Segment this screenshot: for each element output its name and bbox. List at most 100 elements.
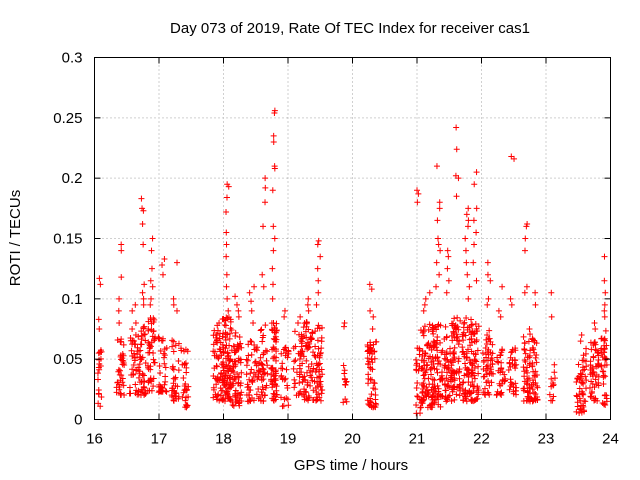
data-point bbox=[310, 365, 317, 372]
data-point bbox=[303, 319, 310, 326]
data-point bbox=[184, 402, 191, 409]
data-point bbox=[159, 262, 166, 269]
data-point bbox=[342, 396, 349, 403]
data-point bbox=[257, 368, 264, 375]
data-point bbox=[484, 259, 491, 266]
data-point bbox=[513, 361, 520, 368]
data-point bbox=[95, 376, 102, 383]
data-point bbox=[529, 386, 536, 393]
data-point bbox=[304, 301, 311, 308]
data-point bbox=[577, 338, 584, 345]
data-point bbox=[417, 404, 424, 411]
data-point bbox=[151, 359, 158, 366]
data-point bbox=[270, 281, 277, 288]
data-point bbox=[420, 397, 427, 404]
data-point bbox=[425, 326, 432, 333]
data-point bbox=[461, 319, 468, 326]
data-point bbox=[298, 348, 305, 355]
data-point bbox=[270, 247, 277, 254]
data-point bbox=[420, 372, 427, 379]
data-point bbox=[433, 283, 440, 290]
data-point bbox=[161, 381, 168, 388]
data-point bbox=[308, 361, 315, 367]
data-point bbox=[599, 354, 606, 361]
data-point bbox=[220, 348, 227, 355]
x-tick-label: 18 bbox=[215, 431, 232, 448]
data-point bbox=[587, 358, 594, 365]
data-point bbox=[243, 362, 250, 369]
data-point bbox=[434, 217, 441, 224]
data-point bbox=[133, 387, 140, 394]
data-point bbox=[129, 307, 136, 314]
data-point bbox=[499, 346, 506, 353]
data-point bbox=[175, 358, 182, 365]
data-point bbox=[416, 347, 423, 354]
data-point bbox=[226, 395, 233, 402]
data-point bbox=[270, 320, 277, 327]
y-axis-label: ROTI / TECUs bbox=[7, 190, 24, 286]
data-point bbox=[588, 390, 595, 397]
data-point bbox=[579, 390, 586, 397]
data-point bbox=[220, 361, 227, 368]
data-point bbox=[271, 336, 278, 343]
data-point bbox=[424, 342, 431, 349]
data-point bbox=[431, 387, 438, 394]
data-point bbox=[260, 351, 267, 358]
data-point bbox=[588, 378, 595, 385]
data-point bbox=[419, 398, 426, 405]
data-point bbox=[161, 256, 168, 263]
data-point bbox=[430, 330, 437, 337]
data-point bbox=[420, 307, 427, 314]
data-point bbox=[259, 362, 266, 369]
data-point bbox=[456, 375, 463, 382]
data-point bbox=[459, 344, 466, 351]
data-point bbox=[456, 366, 463, 373]
data-point bbox=[159, 271, 166, 278]
data-point bbox=[162, 364, 169, 371]
data-point bbox=[183, 401, 190, 408]
data-point bbox=[434, 333, 441, 340]
data-point bbox=[181, 348, 188, 355]
data-point bbox=[97, 281, 104, 288]
data-point bbox=[578, 379, 585, 386]
data-point bbox=[437, 322, 444, 329]
data-point bbox=[532, 396, 539, 403]
y-tick-labels: 0 0.05 0.1 0.15 0.2 0.25 0.3 bbox=[53, 50, 82, 429]
data-point bbox=[602, 289, 609, 296]
data-point bbox=[443, 375, 450, 382]
data-point bbox=[140, 207, 147, 214]
data-point bbox=[230, 369, 237, 376]
data-point bbox=[456, 392, 463, 399]
data-point bbox=[511, 362, 518, 369]
data-point bbox=[373, 338, 380, 345]
data-point bbox=[420, 380, 427, 387]
data-point bbox=[471, 181, 478, 188]
x-tick-labels: 16 17 18 19 20 21 22 23 24 bbox=[86, 431, 619, 448]
data-point bbox=[343, 398, 350, 405]
data-point bbox=[273, 320, 280, 327]
data-point bbox=[147, 301, 154, 308]
data-point bbox=[465, 295, 472, 302]
data-point bbox=[174, 259, 181, 266]
data-point bbox=[583, 377, 590, 384]
data-point bbox=[222, 345, 229, 352]
data-point bbox=[136, 354, 143, 361]
data-point bbox=[420, 386, 427, 393]
data-point bbox=[285, 402, 292, 409]
data-point bbox=[421, 323, 428, 330]
data-point bbox=[270, 397, 277, 404]
data-point bbox=[268, 376, 275, 383]
data-point bbox=[439, 369, 446, 376]
data-point bbox=[453, 146, 460, 153]
data-point bbox=[589, 365, 596, 372]
y-tick-label: 0 bbox=[74, 412, 82, 429]
data-point bbox=[238, 397, 245, 404]
data-point bbox=[223, 283, 230, 290]
data-point bbox=[270, 370, 277, 377]
data-point bbox=[601, 253, 608, 260]
data-point bbox=[574, 403, 581, 410]
data-point bbox=[141, 323, 148, 330]
data-point bbox=[223, 342, 230, 349]
data-point bbox=[235, 355, 242, 362]
data-point bbox=[413, 401, 420, 408]
